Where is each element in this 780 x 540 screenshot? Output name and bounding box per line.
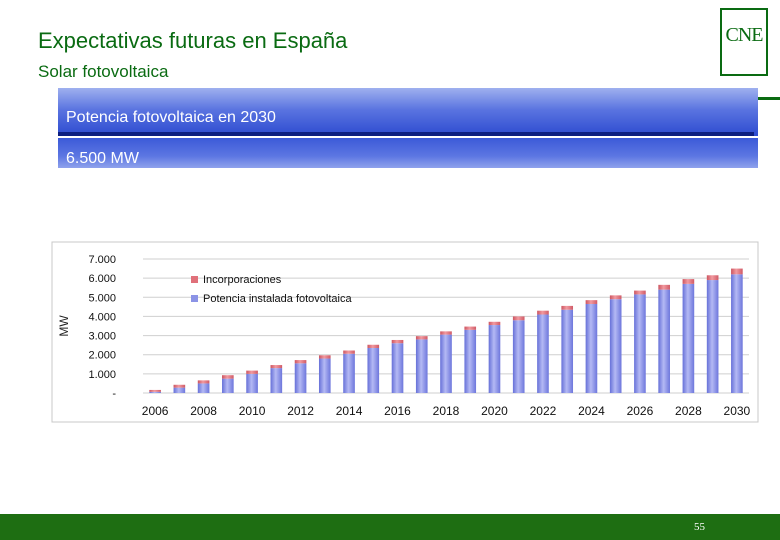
bar-additions-2026 xyxy=(634,290,646,295)
x-tick-label: 2010 xyxy=(239,404,266,418)
bar-installed-2012 xyxy=(294,363,307,393)
y-tick-label: 2.000 xyxy=(88,350,116,362)
y-tick-label: 5.000 xyxy=(88,292,116,304)
page-number: 55 xyxy=(694,521,705,533)
bar-additions-2025 xyxy=(609,295,622,300)
bar-additions-2008 xyxy=(197,380,210,384)
bar-additions-2029 xyxy=(706,275,719,281)
bar-installed-2013 xyxy=(318,358,331,393)
x-tick-label: 2006 xyxy=(142,404,169,418)
chart-legend: Incorporaciones Potencia instalada fotov… xyxy=(191,274,352,305)
bar-additions-2012 xyxy=(294,360,307,364)
page-title: Expectativas futuras en España xyxy=(38,28,348,53)
bar-additions-2024 xyxy=(585,300,598,304)
bar-additions-2028 xyxy=(682,279,695,284)
banner-top xyxy=(58,88,758,136)
bar-installed-2029 xyxy=(706,280,719,393)
bar-additions-2030 xyxy=(731,268,743,275)
bar-installed-2030 xyxy=(731,274,743,393)
bar-installed-2014 xyxy=(343,353,355,393)
logo-underline xyxy=(752,97,780,100)
banner-divider xyxy=(58,132,754,136)
banner-bottom xyxy=(58,138,758,168)
x-tick-label: 2026 xyxy=(627,404,654,418)
x-tick-label: 2024 xyxy=(578,404,605,418)
logo-text: CNE xyxy=(725,24,764,46)
bar-additions-2006 xyxy=(149,389,161,392)
bar-additions-2020 xyxy=(488,321,501,326)
y-tick-label: 1.000 xyxy=(88,369,116,381)
bar-additions-2018 xyxy=(440,331,452,335)
bar-additions-2019 xyxy=(464,326,477,330)
bar-installed-2027 xyxy=(658,289,670,393)
bar-installed-2019 xyxy=(464,329,477,393)
footer-bar xyxy=(0,514,780,540)
bar-installed-2016 xyxy=(391,343,404,393)
legend-swatch-additions xyxy=(191,276,198,283)
bar-additions-2009 xyxy=(222,375,234,379)
banner-heading: Potencia fotovoltaica en 2030 xyxy=(66,109,276,126)
bar-installed-2011 xyxy=(270,368,283,393)
x-tick-label: 2014 xyxy=(336,404,363,418)
y-axis-label: MW xyxy=(57,315,71,337)
cne-logo: CNE xyxy=(720,8,768,76)
page-subtitle: Solar fotovoltaica xyxy=(38,62,169,81)
legend-label-installed: Potencia instalada fotovoltaica xyxy=(203,293,352,305)
bar-installed-2026 xyxy=(634,294,646,393)
x-tick-label: 2016 xyxy=(384,404,411,418)
x-axis-ticks: 2006 2008 2010 2012 2014 2016 2018 2020 2022 2024… xyxy=(142,404,751,418)
bar-additions-2013 xyxy=(318,355,331,359)
bar-installed-2015 xyxy=(367,348,380,393)
bar-installed-2006 xyxy=(149,391,161,393)
bar-additions-2017 xyxy=(415,336,428,340)
bar-additions-2014 xyxy=(343,350,355,354)
bar-installed-2020 xyxy=(488,325,501,393)
bar-installed-2028 xyxy=(682,283,695,393)
legend-swatch-installed xyxy=(191,295,198,302)
bar-additions-2022 xyxy=(537,310,549,315)
x-tick-label: 2012 xyxy=(287,404,314,418)
bar-additions-2010 xyxy=(246,370,258,374)
x-tick-label: 2020 xyxy=(481,404,508,418)
bar-additions-2027 xyxy=(658,284,670,290)
bar-series xyxy=(149,268,743,393)
y-tick-label: 4.000 xyxy=(88,311,116,323)
y-tick-label: 3.000 xyxy=(88,331,116,343)
bar-installed-2010 xyxy=(246,373,258,393)
x-tick-label: 2008 xyxy=(190,404,217,418)
bar-additions-2011 xyxy=(270,365,283,369)
x-tick-label: 2028 xyxy=(675,404,702,418)
bar-additions-2023 xyxy=(561,305,574,310)
bar-installed-2009 xyxy=(222,378,234,393)
bar-installed-2017 xyxy=(415,339,428,393)
bar-additions-2015 xyxy=(367,344,380,349)
x-tick-label: 2022 xyxy=(530,404,557,418)
bar-installed-2007 xyxy=(173,387,186,393)
bar-installed-2022 xyxy=(537,314,549,393)
bar-installed-2023 xyxy=(561,309,574,393)
bar-additions-2021 xyxy=(512,316,525,321)
bar-installed-2025 xyxy=(609,299,622,393)
bar-additions-2016 xyxy=(391,339,404,344)
bar-additions-2007 xyxy=(173,384,186,388)
legend-label-additions: Incorporaciones xyxy=(203,274,282,286)
y-tick-label: 6.000 xyxy=(88,273,116,285)
bar-installed-2008 xyxy=(197,383,210,393)
y-axis-ticks: - 1.000 2.000 3.000 4.000 5.000 6.000 7.000 xyxy=(88,254,116,400)
x-tick-label: 2018 xyxy=(433,404,460,418)
bar-installed-2018 xyxy=(440,334,452,393)
bar-installed-2024 xyxy=(585,303,598,393)
y-tick-label: 7.000 xyxy=(88,254,116,266)
x-tick-label: 2030 xyxy=(724,404,751,418)
banner-value: 6.500 MW xyxy=(66,150,139,167)
y-tick-label: - xyxy=(112,388,116,400)
bar-installed-2021 xyxy=(512,320,525,393)
